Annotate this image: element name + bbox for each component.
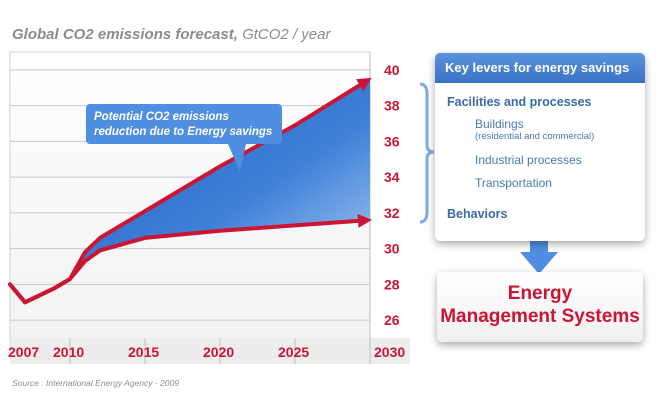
x-tick-label-2025: 2025: [278, 344, 309, 360]
lever-buildings: Buildings: [475, 117, 524, 131]
chart-title-unit: GtCO2 / year: [242, 26, 331, 43]
y-axis-band: [370, 52, 410, 350]
x-tick-label-2020: 2020: [203, 344, 234, 360]
callout-line-1: Potential CO2 emissions: [94, 111, 229, 123]
ems-result-box: Energy Management Systems: [437, 272, 643, 342]
y-tick-label-28: 28: [384, 276, 400, 292]
callout-line-2: reduction due to Energy savings: [94, 126, 272, 138]
emissions-line-baseline: [8, 82, 364, 305]
lever-industrial: Industrial processes: [475, 153, 582, 167]
savings-arrowhead: [357, 213, 372, 228]
behaviors-heading: Behaviors: [447, 207, 508, 221]
x-tick-label-2010: 2010: [53, 344, 84, 360]
x-axis-band: [10, 338, 410, 364]
y-tick-label-32: 32: [384, 205, 400, 221]
levers-panel: Key levers for energy savings Facilities…: [435, 53, 645, 241]
y-tick-label-38: 38: [384, 98, 400, 114]
ems-line-1: Energy: [507, 283, 573, 304]
lever-transportation: Transportation: [475, 176, 552, 190]
reduction-callout: Potential CO2 emissions reduction due to…: [86, 104, 282, 172]
callout-pointer: [228, 144, 246, 172]
facilities-heading: Facilities and processes: [447, 95, 592, 109]
y-tick-label-30: 30: [384, 241, 400, 257]
range-brace: [419, 82, 435, 224]
x-tick-label-2030: 2030: [374, 344, 405, 360]
chart-title-main: Global CO2 emissions forecast,: [12, 26, 238, 43]
callout-box: [86, 104, 282, 144]
lever-buildings-note: (residential and commercial): [475, 131, 595, 142]
y-tick-label-36: 36: [384, 133, 400, 149]
chart-title: Global CO2 emissions forecast, GtCO2 / y…: [12, 26, 330, 43]
ems-line-2: Management Systems: [440, 306, 640, 327]
y-tick-label-26: 26: [384, 312, 400, 328]
down-arrow: [520, 226, 558, 274]
source-note: Source : International Energy Agency - 2…: [12, 378, 179, 388]
reduction-area: [70, 78, 370, 279]
y-tick-label-40: 40: [384, 62, 400, 78]
baseline-arrowhead: [356, 77, 372, 92]
x-tick-label-2007: 2007: [8, 344, 39, 360]
y-tick-label-34: 34: [384, 169, 400, 185]
x-tick-label-2015: 2015: [128, 344, 159, 360]
levers-header: Key levers for energy savings: [435, 53, 645, 83]
